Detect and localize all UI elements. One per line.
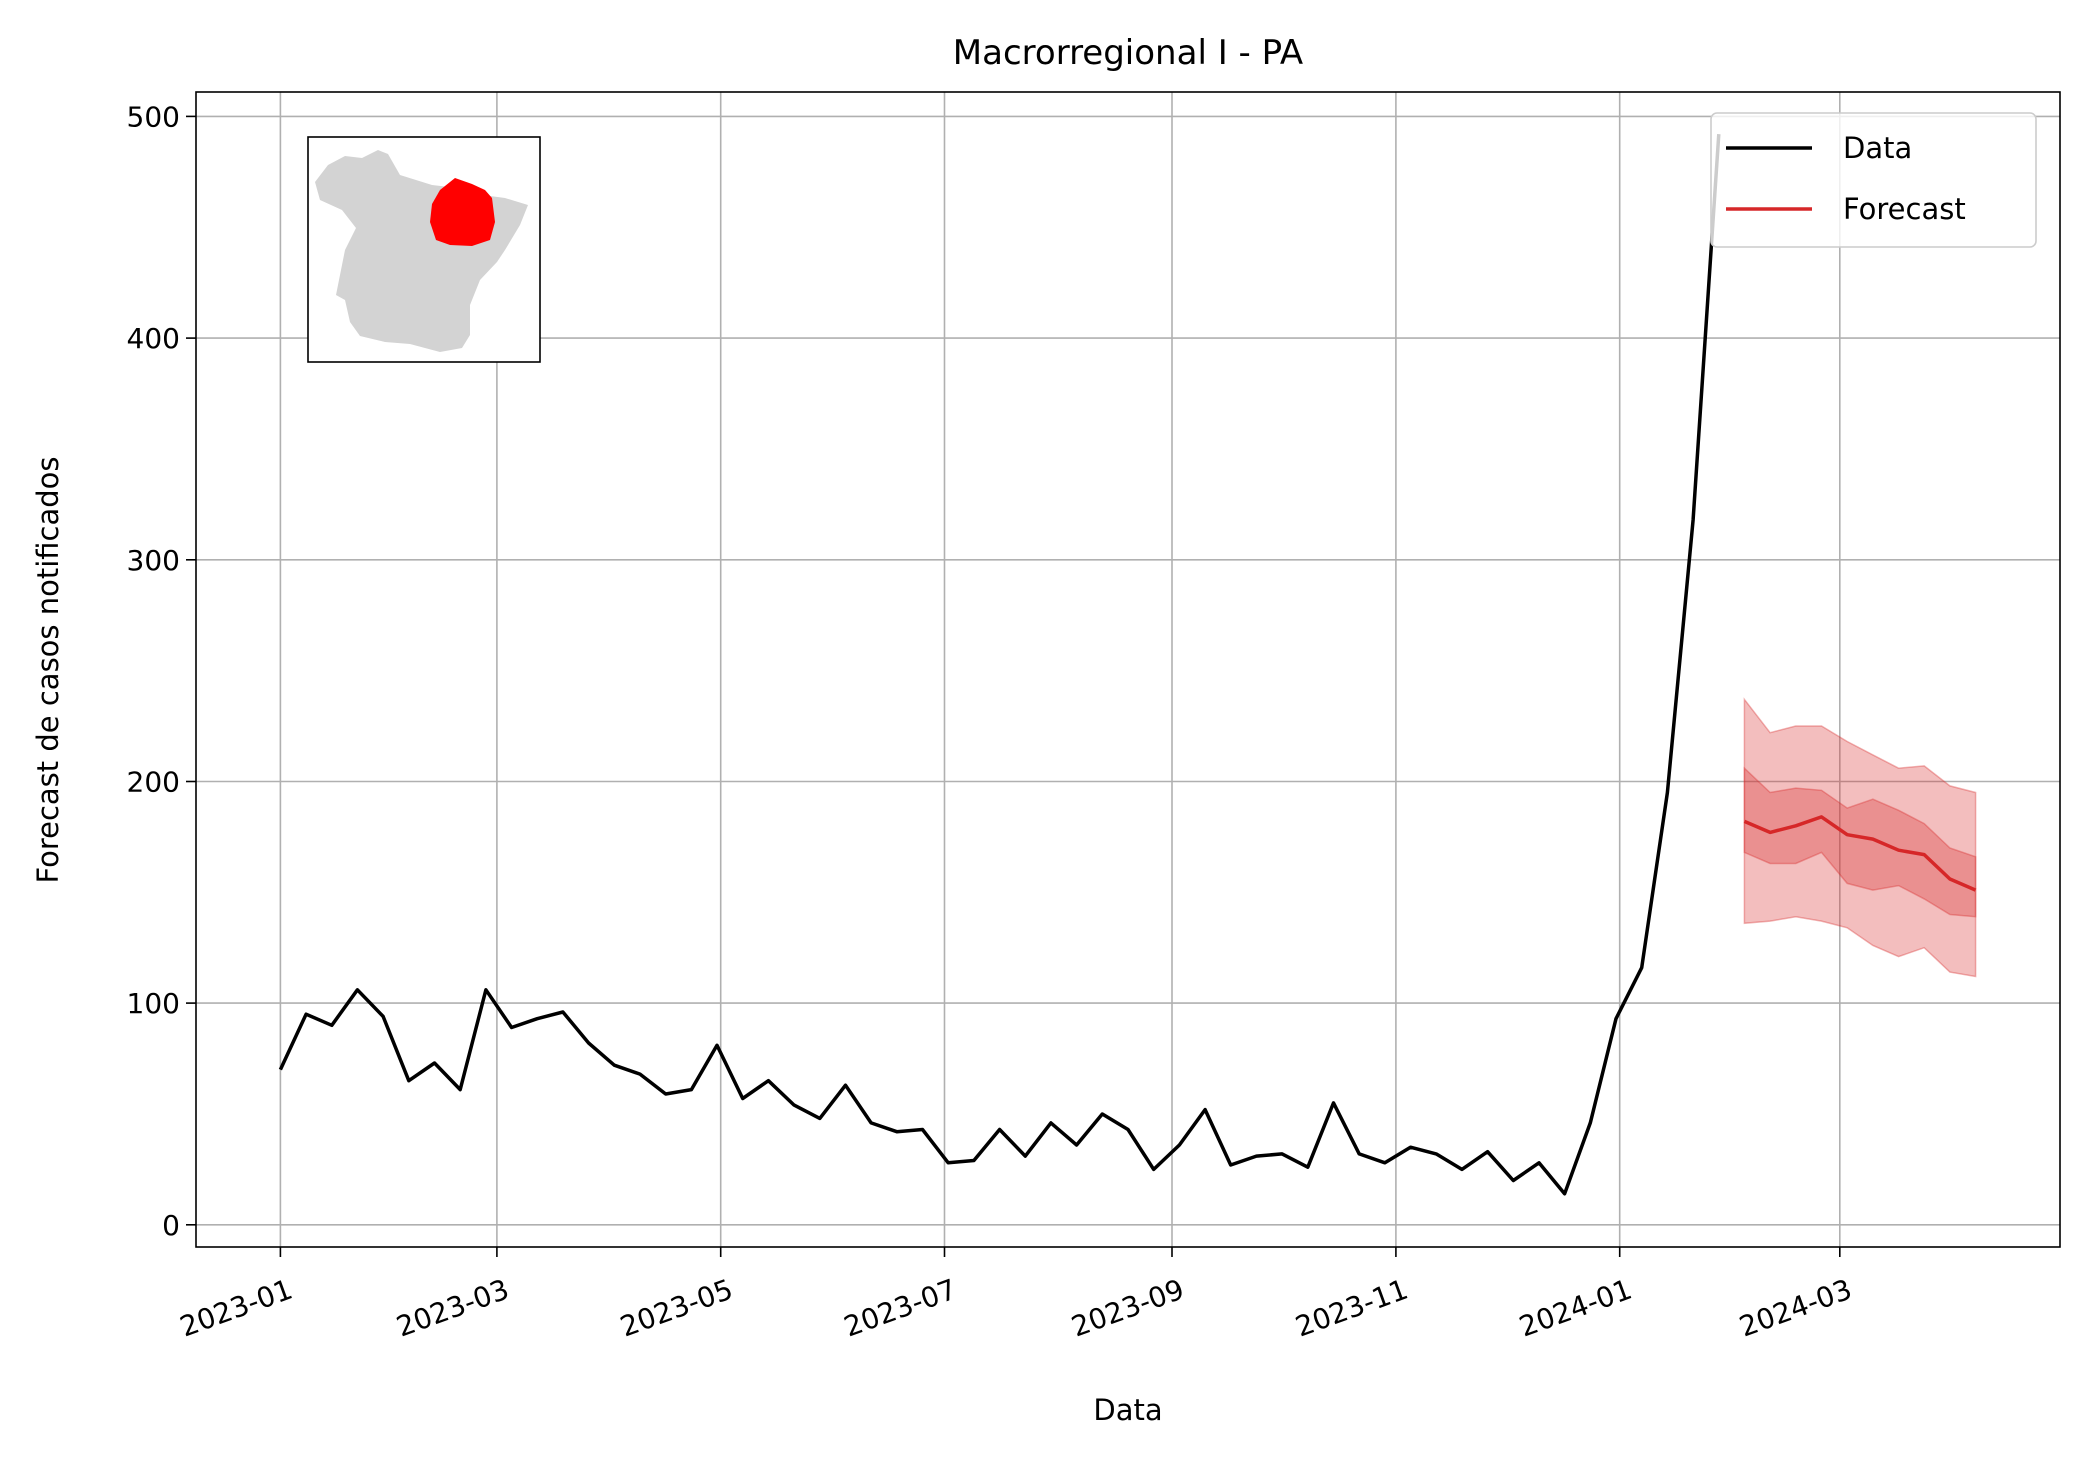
legend-label-data: Data: [1843, 131, 1912, 165]
series-lines: [278, 133, 1977, 1196]
y-axis-label: Forecast de casos notificados: [31, 456, 65, 883]
x-axis-label: Data: [1093, 1393, 1162, 1427]
forecast-band-50: [1743, 766, 1977, 918]
y-tick-label: 200: [127, 766, 180, 799]
forecast-interval-50: [1743, 766, 1977, 918]
y-axis-ticks: 0 100 200 300 400 500: [127, 100, 196, 1242]
y-tick-label: 100: [127, 987, 180, 1020]
plot-frame: [195, 91, 2061, 1248]
series-line-data: [278, 133, 1721, 1196]
y-tick-label: 400: [127, 322, 180, 355]
legend: Data Forecast: [1710, 112, 2037, 248]
legend-label-forecast: Forecast: [1843, 192, 1966, 226]
chart-title: Macrorregional I - PA: [953, 33, 1303, 73]
y-tick-label: 300: [127, 544, 180, 577]
grid-lines: [196, 92, 2060, 1247]
series-line-forecast: [1743, 815, 1977, 892]
y-tick-label: 500: [127, 100, 180, 133]
y-tick-label: 0: [162, 1209, 180, 1242]
region-highlight-shape: [430, 178, 495, 246]
inset-map: [307, 136, 541, 363]
